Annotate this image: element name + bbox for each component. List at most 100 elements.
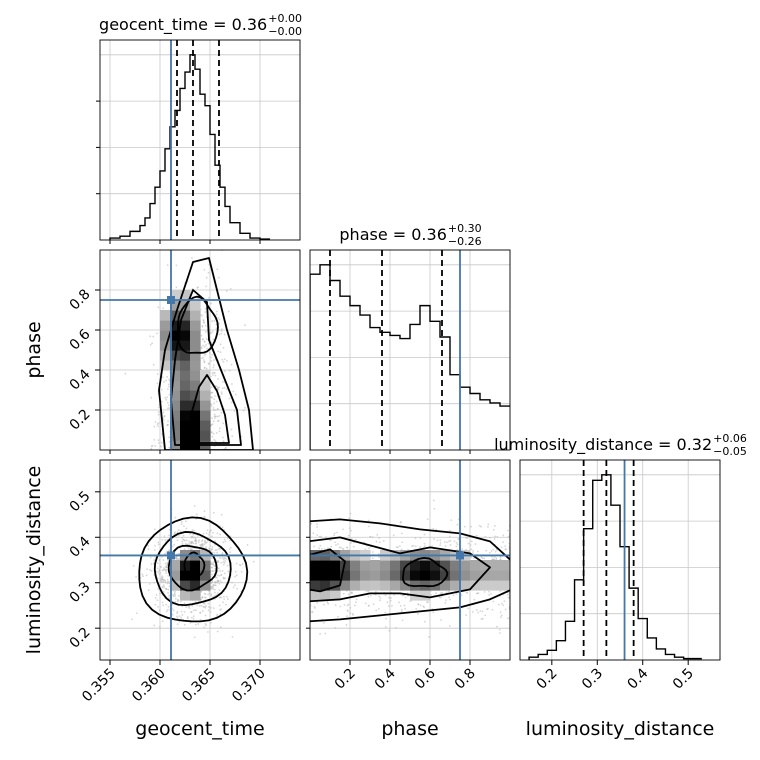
sample-point [210,356,212,359]
sample-point [222,601,224,604]
contour-inner-right [402,556,449,588]
density-cell [160,320,171,331]
sample-point [430,593,433,596]
sample-point [159,578,162,581]
panel-title-main: phase = 0.36 [339,225,446,244]
sample-point [198,539,201,542]
sample-point [164,581,167,584]
sample-point [213,413,216,416]
sample-point [222,561,225,564]
sample-point [191,605,194,607]
sample-point [200,334,203,337]
density-cell [350,560,361,571]
sample-point [181,543,184,545]
sample-point [404,596,407,599]
sample-point [492,548,495,551]
sample-point [188,540,191,543]
density-cell [490,560,501,571]
sample-point [161,620,164,623]
sample-point [184,542,187,545]
sample-point [216,532,219,535]
sample-point [212,338,215,341]
sample-point [226,598,229,600]
sample-point [213,565,216,567]
sample-point [158,625,161,628]
sample-point [484,535,487,538]
sample-point [212,570,215,573]
sample-point [500,546,503,549]
sample-point [466,537,469,540]
sample-point [211,330,214,333]
sample-point [472,549,475,552]
density-cell [180,320,191,331]
sample-point [371,536,374,539]
sample-point [210,606,212,609]
sample-point [499,590,502,592]
density-cell [390,560,401,571]
sample-point [165,588,168,591]
sample-point [390,597,392,599]
sample-point [192,615,195,618]
sample-point [197,541,200,544]
sample-point [310,522,313,525]
sample-point [174,594,177,597]
sample-point [494,550,497,553]
sample-point [153,559,156,562]
sample-point [403,604,406,607]
sample-point [178,620,181,623]
sample-point [488,590,490,593]
sample-point [218,414,221,417]
sample-point [506,593,509,596]
sample-point [216,268,219,271]
sample-point [165,564,168,567]
sample-point [334,541,336,544]
sample-point [162,419,165,422]
sample-point [216,386,219,389]
sample-point [164,397,167,399]
sample-point [435,592,437,595]
sample-point [194,609,197,612]
sample-point [180,600,182,603]
sample-point [220,513,223,516]
sample-point [223,538,226,541]
sample-point [153,425,156,428]
density-cell [180,410,191,421]
sample-point [385,617,387,620]
sample-point [163,585,166,588]
sample-point [220,581,223,584]
sample-point [178,615,181,618]
sample-point [329,539,332,542]
sample-point [234,575,237,578]
sample-point [214,540,217,542]
sample-point [449,598,451,601]
sample-point [225,595,228,598]
contour-outer [138,516,249,623]
sample-point [172,609,175,612]
sample-point [160,575,163,577]
sample-point [209,545,212,547]
sample-point [480,525,482,528]
sample-point [176,617,179,620]
sample-point [176,623,179,626]
sample-point [181,536,183,539]
sample-point [166,375,169,378]
x-tick-label: 0.3 [579,666,606,693]
sample-point [166,401,169,404]
sample-point [212,374,214,376]
sample-point [240,435,243,438]
sample-point [367,525,370,528]
density-cell [170,340,181,351]
sample-point [210,557,213,560]
sample-point [191,541,194,544]
sample-point [225,388,228,391]
sample-point [476,592,479,595]
sample-point [153,624,156,627]
sample-point [216,574,219,577]
sample-point [230,428,233,431]
density-cell [170,400,181,411]
sample-point [401,594,404,597]
density-cell [400,580,411,591]
x-tick-label: 0.365 [179,666,219,706]
sample-point [203,354,206,357]
panel-title-main: luminosity_distance = 0.32 [494,435,712,455]
